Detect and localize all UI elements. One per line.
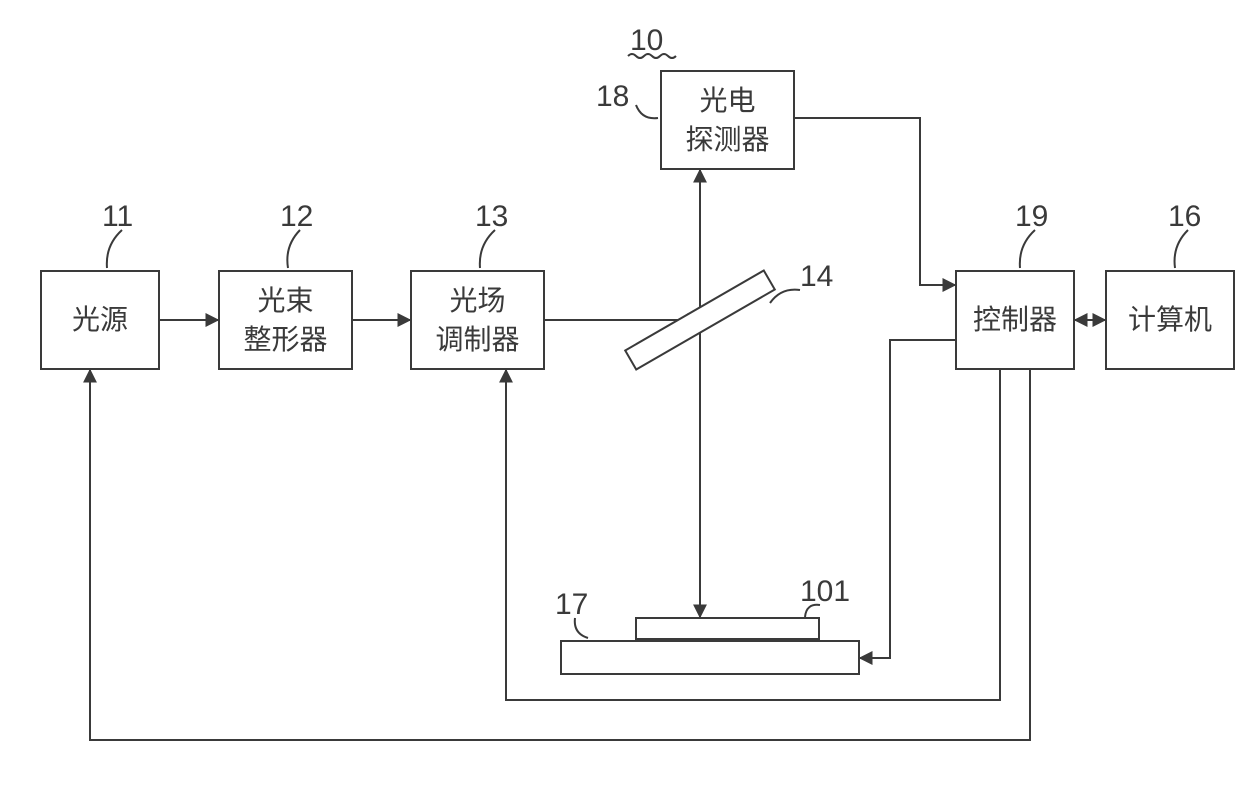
node-n18: 光电探测器 <box>660 70 795 170</box>
leader-line <box>480 230 495 268</box>
optical-system-diagram: 10 光源光束整形器光场调制器 光电探测器控制器计算机 11 12 13 14 18 19 1… <box>0 0 1240 805</box>
ref-label-l17: 17 <box>555 588 588 622</box>
node-n16: 计算机 <box>1105 270 1235 370</box>
edges-layer: 10 <box>0 0 1240 805</box>
ref-label-l11: 11 <box>102 200 133 234</box>
ref-label-l12: 12 <box>280 200 313 234</box>
node-n19: 控制器 <box>955 270 1075 370</box>
ref-label-l18: 18 <box>596 80 629 114</box>
node-n13: 光场调制器 <box>410 270 545 370</box>
leader-line <box>1020 230 1035 268</box>
leader-line <box>287 230 300 268</box>
leader-line <box>1175 230 1188 268</box>
leader-line <box>107 230 122 268</box>
leader-line <box>636 105 658 118</box>
node-n12: 光束整形器 <box>218 270 353 370</box>
node-n101 <box>635 617 820 640</box>
node-n11: 光源 <box>40 270 160 370</box>
edge-e8 <box>860 340 955 658</box>
ref-label-l101: 101 <box>800 575 850 609</box>
ref-label-l13: 13 <box>475 200 508 234</box>
leader-line <box>770 290 800 303</box>
title-label: 10 <box>630 24 663 57</box>
node-n17 <box>560 640 860 675</box>
ref-label-l14: 14 <box>800 260 833 294</box>
ref-label-l16: 16 <box>1168 200 1201 234</box>
ref-label-l19: 19 <box>1015 200 1048 234</box>
